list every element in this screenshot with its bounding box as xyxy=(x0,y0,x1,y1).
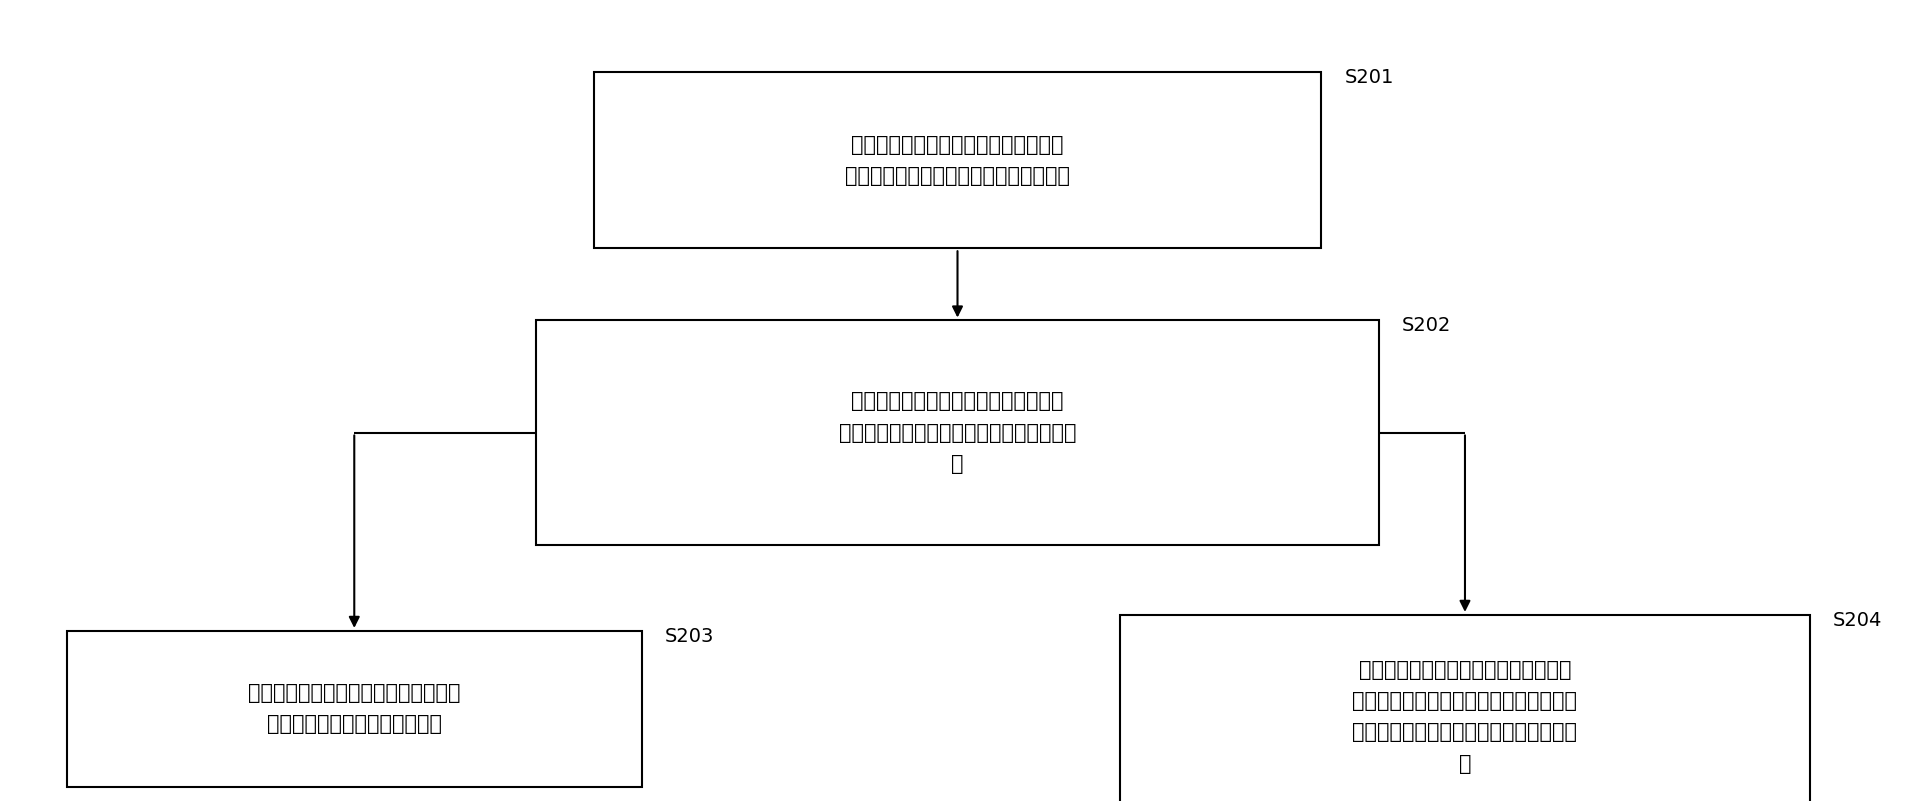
Text: 获取客户端的上传请求，所述上传请求
包括目标数据及所述目标数据的存储路径: 获取客户端的上传请求，所述上传请求 包括目标数据及所述目标数据的存储路径 xyxy=(844,135,1070,186)
Text: 从存储桶库中获取与所述存储路径对应
的存储桶，确认所述存储桶为公有桶或私有
桶: 从存储桶库中获取与所述存储路径对应 的存储桶，确认所述存储桶为公有桶或私有 桶 xyxy=(838,392,1076,473)
FancyBboxPatch shape xyxy=(67,631,641,787)
FancyBboxPatch shape xyxy=(593,72,1321,248)
Text: 若所述存储桶为公有桶，根据所述上传
请求将目标数据存入所述存储桶: 若所述存储桶为公有桶，根据所述上传 请求将目标数据存入所述存储桶 xyxy=(249,683,459,735)
Text: S202: S202 xyxy=(1401,316,1451,336)
Text: S203: S203 xyxy=(664,626,714,646)
Text: S204: S204 xyxy=(1832,610,1881,630)
FancyBboxPatch shape xyxy=(1120,615,1809,801)
Text: S201: S201 xyxy=(1344,68,1393,87)
FancyBboxPatch shape xyxy=(536,320,1378,545)
Text: 若所述存储桶为私有桶，对所述客户端
进行身份验证，并在身份验证通过后，根
据所述上传请求将目标数据存入所述存储
桶: 若所述存储桶为私有桶，对所述客户端 进行身份验证，并在身份验证通过后，根 据所述… xyxy=(1351,660,1577,774)
